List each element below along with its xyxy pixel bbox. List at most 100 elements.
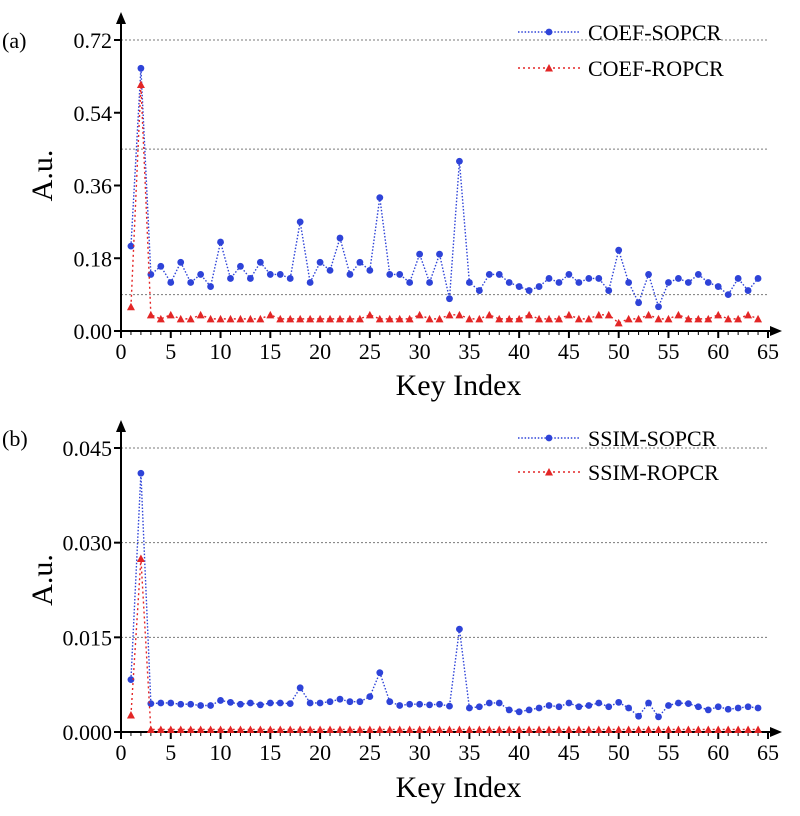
data-point: [396, 271, 404, 278]
data-point: [376, 669, 384, 677]
data-point: [386, 271, 394, 278]
x-tick-label: 25: [359, 339, 381, 364]
data-point: [365, 725, 374, 733]
data-point: [326, 314, 335, 323]
data-point: [485, 310, 494, 319]
data-point: [574, 725, 583, 733]
data-point: [136, 80, 145, 88]
x-tick-label: 30: [409, 339, 431, 364]
legend-label: COEF-ROPCR: [588, 56, 724, 81]
data-point: [187, 700, 195, 708]
data-point: [465, 314, 474, 323]
data-point: [286, 314, 295, 323]
data-point: [226, 314, 235, 323]
data-point: [356, 698, 364, 706]
data-point: [296, 725, 305, 733]
x-tick-label: 5: [165, 740, 176, 765]
data-point: [694, 314, 703, 323]
data-point: [624, 725, 633, 733]
data-point: [694, 703, 702, 711]
data-point: [555, 703, 563, 711]
data-point: [635, 712, 642, 720]
data-point: [196, 310, 205, 319]
data-point: [435, 314, 444, 323]
data-point: [625, 279, 633, 286]
data-point: [754, 314, 763, 323]
data-point: [286, 275, 294, 282]
data-point: [535, 283, 543, 290]
data-point: [206, 725, 215, 733]
data-point: [237, 262, 244, 270]
data-point: [296, 684, 304, 692]
data-point: [355, 725, 364, 733]
data-point: [206, 314, 215, 323]
x-axis-label: Key Index: [396, 369, 522, 402]
data-point: [704, 279, 712, 286]
x-tick-label: 40: [508, 339, 530, 364]
data-point: [406, 279, 414, 286]
data-point: [156, 725, 165, 733]
data-point: [316, 258, 324, 266]
data-point: [475, 725, 484, 733]
data-point: [754, 275, 762, 282]
y-tick-label: 0.00: [74, 319, 113, 344]
data-point: [366, 693, 374, 701]
data-point: [216, 314, 225, 323]
data-point: [634, 314, 643, 323]
data-point: [525, 725, 534, 733]
legend-marker: [545, 468, 553, 476]
data-point: [396, 702, 404, 709]
data-point: [445, 310, 454, 319]
data-point: [734, 314, 743, 323]
data-point: [744, 310, 753, 319]
data-point: [336, 234, 344, 242]
data-point: [655, 713, 662, 721]
data-point: [734, 725, 743, 733]
data-point: [684, 279, 692, 286]
data-point: [197, 271, 205, 278]
data-point: [345, 725, 354, 733]
data-point: [386, 698, 394, 706]
data-point: [425, 725, 434, 733]
x-tick-label: 15: [259, 740, 281, 765]
y-tick-label: 0.015: [63, 625, 113, 650]
data-point: [734, 275, 742, 282]
x-tick-label: 55: [657, 339, 679, 364]
data-point: [674, 725, 683, 733]
data-point: [515, 725, 524, 733]
data-point: [724, 725, 733, 733]
data-point: [545, 275, 553, 282]
data-point: [345, 314, 354, 323]
data-point: [694, 271, 702, 278]
data-point: [675, 699, 682, 707]
data-point: [535, 725, 544, 733]
data-point: [684, 314, 693, 323]
data-point: [136, 554, 145, 562]
data-point: [415, 725, 424, 733]
data-point: [405, 314, 414, 323]
data-point: [456, 157, 463, 165]
data-point: [335, 314, 344, 323]
data-point: [127, 242, 135, 250]
x-tick-label: 15: [259, 339, 281, 364]
y-axis-label: A.u.: [26, 554, 59, 606]
data-point: [564, 725, 573, 733]
x-tick-label: 0: [116, 740, 127, 765]
data-point: [535, 704, 543, 712]
data-point: [177, 258, 185, 266]
data-point: [545, 725, 554, 733]
data-point: [395, 725, 404, 733]
data-point: [146, 725, 155, 733]
data-point: [326, 266, 334, 274]
data-point: [336, 695, 344, 703]
data-point: [446, 295, 453, 303]
data-point: [456, 625, 463, 633]
data-point: [744, 287, 752, 294]
data-point: [615, 698, 623, 706]
data-point: [734, 704, 742, 712]
data-point: [644, 310, 653, 319]
data-point: [306, 279, 314, 286]
data-point: [335, 725, 344, 733]
data-point: [176, 314, 185, 323]
